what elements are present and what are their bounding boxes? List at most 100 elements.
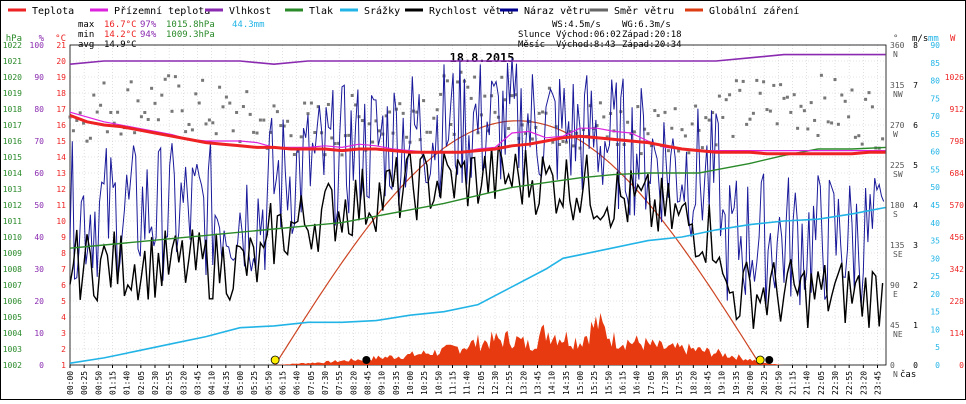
x-tick-label: 20:00 (746, 371, 755, 395)
hpa-axis-tick: 1021 (3, 57, 22, 66)
wind-direction-point (248, 112, 252, 116)
wind-direction-point (870, 105, 874, 109)
dir-tick-name: SW (893, 170, 903, 179)
wind-direction-point (333, 142, 337, 146)
hpa-axis-tick: 1009 (3, 249, 22, 258)
mm-tick: 65 (930, 130, 940, 139)
wind-direction-point (377, 129, 381, 133)
x-tick-label: 19:10 (718, 371, 727, 395)
temp-axis-tick: 6 (61, 281, 66, 290)
ms-axis-label: m/s (912, 34, 928, 44)
stats-value: min (78, 30, 94, 40)
wind-direction-point (510, 94, 514, 98)
temp-axis-tick: 13 (56, 169, 66, 178)
wind-direction-point (129, 80, 133, 84)
wind-direction-point (503, 98, 507, 102)
wind-direction-point (836, 122, 840, 126)
mm-tick: 35 (930, 237, 940, 246)
w-tick: 684 (950, 169, 965, 178)
x-tick-label: 19:35 (732, 371, 741, 395)
wind-direction-point (255, 131, 259, 135)
wind-direction-point (762, 80, 766, 84)
wind-direction-point (374, 119, 378, 123)
x-tick-label: 03:45 (194, 371, 203, 395)
x-tick-label: 11:15 (449, 371, 458, 395)
pct-axis-tick: 50 (34, 201, 44, 210)
wind-direction-point (745, 122, 749, 126)
wind-direction-point (653, 109, 657, 113)
wind-direction-point (197, 101, 201, 105)
wind-direction-point (92, 93, 96, 97)
w-tick: 0 (959, 361, 964, 370)
legend-label: Tlak (309, 6, 333, 17)
ms-tick: 7 (913, 81, 918, 90)
wind-direction-point (221, 105, 225, 109)
x-axis-label: čas (900, 369, 916, 380)
wind-direction-point (724, 98, 728, 102)
wind-direction-point (524, 131, 528, 135)
wind-direction-point (700, 146, 704, 150)
wind-direction-point (119, 132, 123, 136)
wind-direction-point (286, 119, 290, 123)
hpa-axis-tick: 1012 (3, 201, 22, 210)
dir-tick: 360 (890, 41, 905, 50)
wind-direction-point (170, 109, 174, 113)
x-tick-label: 12:55 (505, 371, 514, 395)
wind-direction-point (326, 102, 330, 106)
wind-direction-point (564, 140, 568, 144)
wind-direction-point (190, 128, 194, 132)
wind-direction-point (649, 143, 653, 147)
x-tick-label: 13:45 (534, 371, 543, 395)
x-tick-label: 17:55 (675, 371, 684, 395)
wind-direction-point (755, 78, 759, 82)
wind-direction-point (445, 79, 449, 83)
wind-direction-point (483, 94, 487, 98)
wind-direction-point (711, 111, 715, 115)
x-tick-label: 05:50 (264, 371, 273, 395)
x-tick-label: 22:55 (845, 371, 854, 395)
y-axes: hPa1002100310041005100610071008100910101… (3, 34, 964, 379)
solar-radiation-area (70, 312, 886, 365)
wind-direction-point (252, 130, 256, 134)
wind-direction-point (214, 132, 218, 136)
legend-label: Rychlost větru (429, 5, 513, 17)
mm-tick: 50 (930, 183, 940, 192)
w-axis-label: W (950, 34, 956, 44)
x-tick-label: 08:20 (349, 371, 358, 395)
dir-tick: 270 (890, 121, 905, 130)
hpa-axis-tick: 1017 (3, 121, 22, 130)
dir-tick: 135 (890, 241, 905, 250)
x-tick-label: 01:15 (109, 371, 118, 395)
wind-speed-line (69, 145, 884, 329)
wind-direction-point (830, 121, 834, 125)
wind-direction-point (272, 104, 276, 108)
temp-axis-tick: 1 (61, 361, 66, 370)
wind-direction-point (316, 105, 320, 109)
ms-tick: 8 (913, 41, 918, 50)
wind-direction-point (493, 110, 497, 114)
x-tick-label: 00:00 (66, 371, 75, 395)
chart-title: 18.8.2015 (449, 51, 514, 65)
stats-value: 97% (140, 20, 157, 30)
mm-tick: 30 (930, 254, 940, 263)
wind-direction-point (826, 120, 830, 124)
mm-tick: 60 (930, 148, 940, 157)
dir-tick-name: NE (893, 330, 903, 339)
wind-direction-point (418, 138, 422, 142)
ms-tick: 4 (913, 201, 918, 210)
wind-direction-point (666, 149, 670, 153)
wind-direction-point (360, 119, 364, 123)
wind-direction-point (765, 108, 769, 112)
wind-direction-point (469, 96, 473, 100)
wind-direction-point (813, 118, 817, 122)
x-tick-label: 21:15 (789, 371, 798, 395)
hpa-axis-tick: 1002 (3, 361, 22, 370)
temperature-line (69, 113, 886, 156)
wind-direction-point (694, 104, 698, 108)
x-tick-label: 09:35 (392, 371, 401, 395)
wind-direction-point (683, 134, 687, 138)
temp-axis-tick: 7 (61, 265, 66, 274)
wind-direction-point (415, 110, 419, 114)
wind-direction-point (728, 93, 732, 97)
wind-direction-point (537, 111, 541, 115)
